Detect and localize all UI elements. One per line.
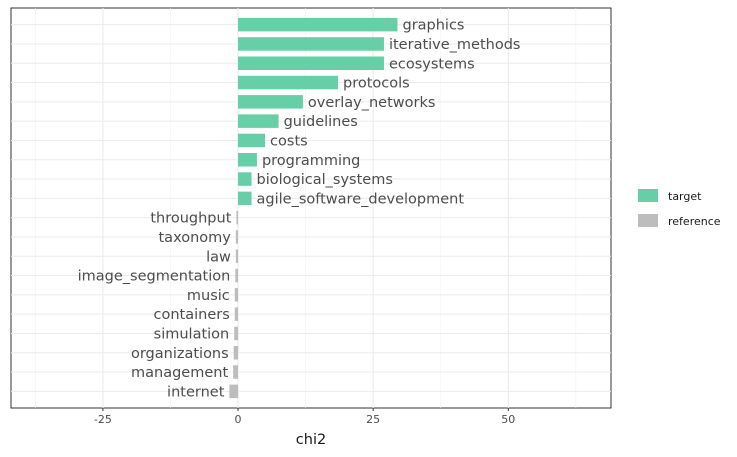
bar-label: biological_systems: [257, 172, 393, 188]
bar: [233, 345, 239, 360]
bar: [238, 17, 398, 32]
bar-label: protocols: [343, 76, 410, 92]
bar: [235, 249, 239, 264]
bar-label: graphics: [402, 18, 464, 34]
x-tick-label: -25: [94, 413, 112, 426]
bar-label: iterative_methods: [389, 37, 521, 53]
x-tick-label: 25: [366, 413, 380, 426]
bar-label: costs: [270, 133, 308, 149]
bar: [238, 37, 384, 51]
bar: [234, 288, 239, 302]
bar: [233, 365, 239, 379]
legend-key-reference: [638, 214, 658, 227]
bar-label: guidelines: [284, 114, 358, 130]
bar-label: agile_software_development: [257, 191, 465, 207]
x-tick-label: 0: [235, 413, 242, 426]
legend: target reference: [638, 189, 721, 228]
x-axis-title: chi2: [296, 432, 326, 448]
bar-label: overlay_networks: [308, 95, 436, 111]
bar-label: organizations: [131, 346, 229, 362]
legend-key-target: [638, 189, 658, 202]
bar: [238, 56, 384, 71]
bar-label: ecosystems: [389, 56, 475, 72]
bar-label: throughput: [150, 211, 231, 227]
bar-label: image_segmentation: [78, 269, 231, 285]
bar-labels: graphics iterative_methods ecosystems proto…: [78, 18, 521, 401]
bar: [236, 210, 239, 225]
bar: [238, 172, 252, 186]
bar-label: law: [206, 249, 231, 265]
bar: [238, 133, 266, 148]
plot-panel: [10, 7, 612, 409]
bar: [238, 191, 252, 206]
bar: [234, 307, 239, 321]
x-axis-ticks: -25 0 25 50: [94, 408, 515, 426]
legend-label-target: target: [668, 190, 702, 203]
bar: [229, 384, 239, 399]
bar-label: management: [131, 365, 228, 381]
bar-label: programming: [262, 153, 360, 169]
bar-label: music: [187, 288, 230, 304]
bar: [238, 152, 257, 167]
bar-label: taxonomy: [159, 230, 232, 246]
bar-label: simulation: [154, 326, 230, 342]
bar-label: containers: [154, 307, 230, 323]
bar-label: internet: [167, 384, 225, 400]
bar: [234, 326, 239, 341]
legend-label-reference: reference: [668, 215, 721, 228]
bars: [229, 17, 398, 399]
bar: [235, 268, 239, 283]
bar: [238, 95, 303, 109]
x-tick-label: 50: [501, 413, 515, 426]
bar: [238, 114, 279, 128]
bar: [235, 230, 239, 244]
bar: [238, 75, 339, 90]
